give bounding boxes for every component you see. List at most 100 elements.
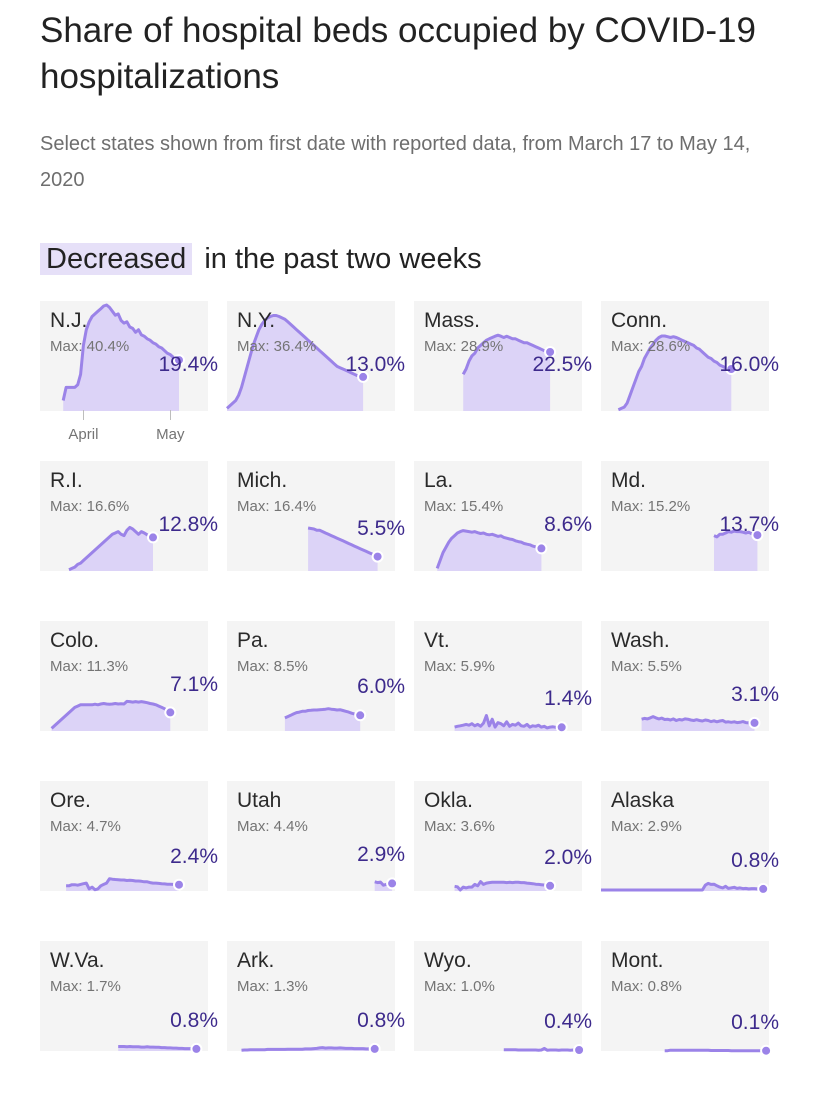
panel-vt: Vt. Max: 5.9% 1.4%: [414, 621, 592, 734]
chart-subtitle: Select states shown from first date with…: [40, 133, 751, 191]
state-name-vt: Vt.: [424, 629, 450, 652]
panel-la: La. Max: 15.4% 8.6%: [414, 461, 592, 571]
max-label-conn: Max: 28.6%: [611, 338, 691, 355]
line-md: [713, 529, 758, 539]
line-wash: [641, 715, 755, 725]
area-mass: [463, 335, 551, 411]
state-name-mass: Mass.: [424, 309, 481, 332]
area-n-j: [63, 305, 180, 411]
max-label-wyo: Max: 1.0%: [424, 978, 495, 995]
panel-mich: Mich. Max: 16.4% 5.5%: [227, 461, 405, 571]
state-name-r-i: R.I.: [50, 469, 83, 492]
max-label-ark: Max: 1.3%: [237, 978, 308, 995]
state-name-w-va: W.Va.: [50, 949, 105, 972]
area-r-i: [69, 527, 153, 571]
state-name-mich: Mich.: [237, 469, 288, 492]
latest-value-md: 13.7%: [719, 513, 779, 536]
panel-wash: Wash. Max: 5.5% 3.1%: [601, 621, 779, 731]
max-label-mich: Max: 16.4%: [237, 498, 317, 515]
latest-value-wash: 3.1%: [731, 682, 779, 706]
max-label-w-va: Max: 1.7%: [50, 978, 121, 995]
chart-title: Share of hospital beds occupied by COVID…: [40, 11, 756, 96]
sparkline-colo: [50, 699, 177, 731]
latest-value-wyo: 0.4%: [544, 1009, 592, 1033]
sparkline-conn: [617, 334, 738, 412]
sparkline-w-va: [118, 1042, 203, 1055]
latest-value-w-va: 0.8%: [170, 1008, 218, 1032]
line-conn: [617, 334, 732, 412]
latest-point-pa: [354, 709, 367, 722]
sparkline-r-i: [68, 525, 159, 572]
max-label-vt: Max: 5.9%: [424, 658, 495, 675]
sparkline-vt: [454, 714, 568, 734]
panel-wyo: Wyo. Max: 1.0% 0.4%: [414, 941, 592, 1056]
sparkline-ore: [66, 877, 185, 892]
state-name-okla: Okla.: [424, 789, 474, 812]
latest-point-ore: [173, 878, 185, 891]
max-label-la: Max: 15.4%: [424, 498, 504, 515]
line-okla: [454, 880, 551, 892]
line-ark: [241, 1046, 375, 1052]
line-pa: [284, 707, 361, 720]
latest-point-mich: [371, 550, 384, 563]
line-r-i: [68, 525, 154, 572]
line-n-j: [61, 303, 180, 401]
sparkline-mass: [461, 333, 557, 411]
latest-value-ore: 2.4%: [170, 844, 218, 868]
max-label-mass: Max: 28.9%: [424, 338, 504, 355]
max-label-wash: Max: 5.5%: [611, 658, 682, 675]
sparkline-n-j: [61, 303, 185, 411]
max-label-pa: Max: 8.5%: [237, 658, 308, 675]
panel-alaska: Alaska Max: 2.9% 0.8%: [601, 781, 779, 895]
line-w-va: [118, 1045, 197, 1051]
sparkline-alaska: [601, 881, 770, 895]
line-ore: [66, 877, 180, 892]
sparkline-wash: [641, 715, 761, 731]
max-label-n-j: Max: 40.4%: [50, 338, 130, 355]
sparkline-wyo: [503, 1044, 586, 1056]
state-name-wyo: Wyo.: [424, 949, 472, 972]
panel-md: Md. Max: 15.2% 13.7%: [601, 461, 779, 571]
latest-value-ark: 0.8%: [357, 1008, 405, 1032]
max-label-alaska: Max: 2.9%: [611, 818, 682, 835]
panel-mont: Mont. Max: 0.8% 0.1%: [601, 941, 779, 1057]
panel-ark: Ark. Max: 1.3% 0.8%: [227, 941, 405, 1055]
line-mass: [461, 333, 551, 376]
max-label-r-i: Max: 16.6%: [50, 498, 130, 515]
section-heading-rest: in the past two weeks: [204, 243, 482, 275]
sparkline-la: [435, 529, 548, 571]
state-name-n-y: N.Y.: [237, 309, 276, 332]
x-tick-april: [83, 410, 85, 420]
latest-point-n-y: [357, 370, 370, 383]
panel-colo: Colo. Max: 11.3% 7.1%: [40, 621, 218, 731]
state-name-ore: Ore.: [50, 789, 91, 812]
section-heading: Decreased in the past two weeks: [40, 238, 482, 280]
line-la: [435, 529, 542, 569]
state-name-alaska: Alaska: [611, 789, 675, 812]
state-name-md: Md.: [611, 469, 647, 492]
sparkline-md: [713, 529, 764, 571]
panel-pa: Pa. Max: 8.5% 6.0%: [227, 621, 405, 731]
latest-value-r-i: 12.8%: [158, 513, 218, 536]
latest-value-vt: 1.4%: [544, 687, 592, 711]
latest-point-wyo: [573, 1044, 586, 1056]
line-mich: [307, 526, 379, 558]
latest-point-mont: [760, 1044, 773, 1057]
latest-value-la: 8.6%: [544, 513, 592, 536]
panel-mass: Mass. Max: 28.9% 22.5%: [414, 301, 592, 411]
line-n-y: [225, 314, 364, 410]
sparkline-mont: [664, 1044, 773, 1057]
latest-point-vt: [555, 721, 568, 734]
latest-value-alaska: 0.8%: [731, 848, 779, 872]
state-name-wash: Wash.: [611, 629, 670, 652]
latest-point-mass: [544, 346, 557, 358]
latest-point-md: [751, 529, 764, 542]
x-axis: April May: [40, 410, 208, 450]
latest-point-utah: [386, 877, 399, 890]
line-colo: [50, 699, 171, 730]
state-name-la: La.: [424, 469, 454, 492]
area-md: [714, 531, 758, 571]
sparkline-okla: [454, 879, 557, 892]
max-label-ore: Max: 4.7%: [50, 818, 121, 835]
line-alaska: [601, 881, 764, 892]
